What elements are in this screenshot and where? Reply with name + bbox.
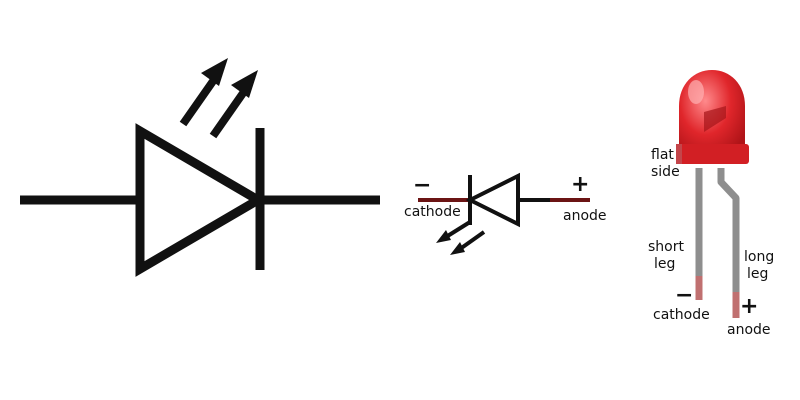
small-anode-sign: + — [571, 172, 589, 197]
led-anode-label: anode — [727, 322, 771, 338]
led-cathode-sign: − — [675, 283, 693, 308]
small-cathode-label: cathode — [404, 204, 461, 220]
led-die — [704, 106, 726, 132]
led-flat-side — [676, 144, 682, 164]
large-light-arrows-icon — [179, 58, 258, 139]
led-anode-sign: + — [740, 294, 758, 319]
flat-side-label-line1: flat — [651, 147, 674, 163]
led-highlight — [688, 80, 704, 104]
small-anode-label: anode — [563, 208, 607, 224]
flat-side-label-line2: side — [651, 164, 680, 180]
long-leg-label-line1: long — [744, 249, 774, 265]
led-cathode-label: cathode — [653, 307, 710, 323]
large-led-symbol — [20, 58, 380, 277]
large-diode-triangle — [135, 123, 267, 277]
short-leg-label-line1: short — [648, 239, 684, 255]
short-leg-label-line2: leg — [654, 256, 675, 272]
small-diode-triangle — [465, 172, 520, 228]
small-light-arrows-icon — [436, 220, 486, 255]
long-leg — [717, 168, 740, 318]
physical-led: flat side short leg long leg − cathode +… — [648, 70, 774, 338]
long-leg-label-line2: leg — [747, 266, 768, 282]
led-rim — [676, 144, 749, 164]
small-led-symbol: − cathode + anode — [404, 172, 607, 255]
small-cathode-sign: − — [413, 173, 431, 198]
